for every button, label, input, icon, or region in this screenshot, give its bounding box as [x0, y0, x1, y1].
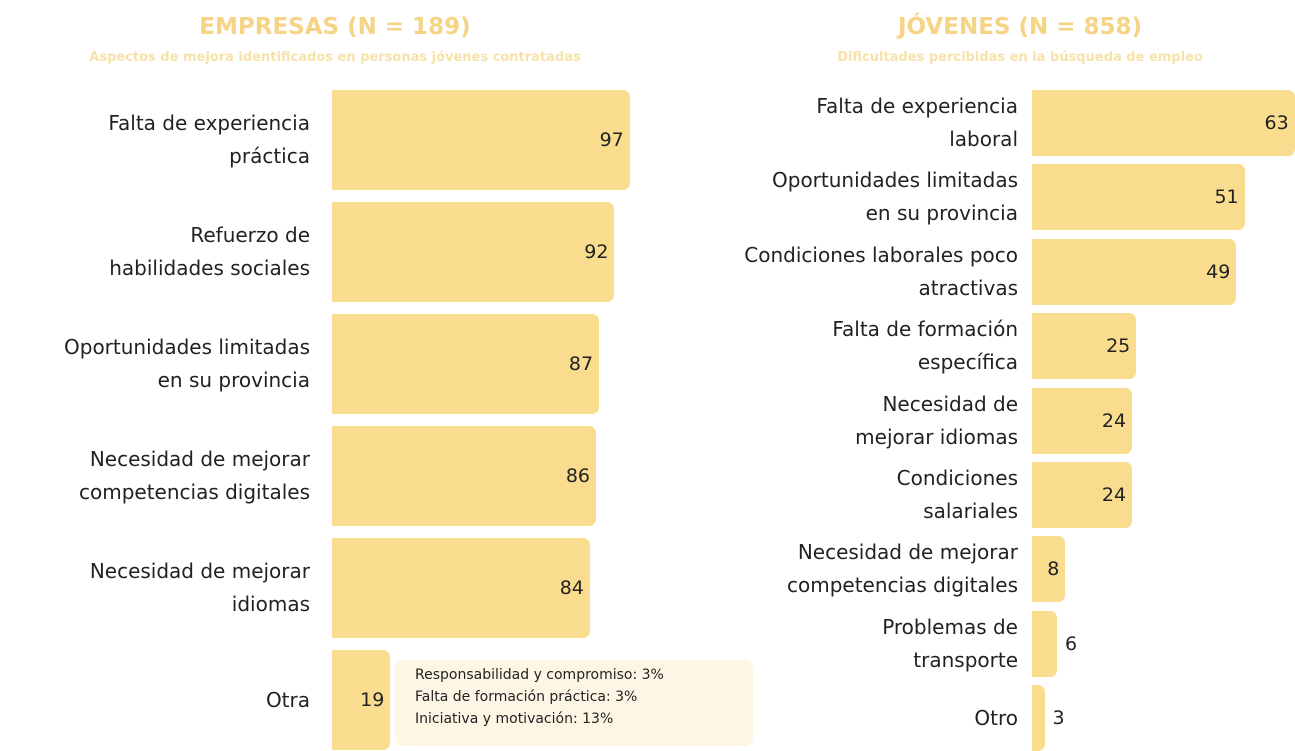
value-label: 25	[1106, 335, 1131, 358]
value-label: 19	[360, 689, 385, 711]
value-label: 86	[565, 465, 591, 487]
bar	[1032, 164, 1245, 231]
category-label: Falta de formación específica	[832, 317, 1018, 375]
category-label: Refuerzo de habilidades sociales	[109, 223, 310, 280]
category-label: Necesidad de mejorar competencias digita…	[786, 540, 1018, 598]
annotation: Falta de formación práctica: 3%	[415, 689, 638, 705]
value-label: 49	[1206, 260, 1231, 283]
value-label: 97	[599, 129, 624, 151]
category-label: Problemas de transporte	[882, 614, 1018, 672]
value-label: 3	[1052, 707, 1065, 730]
annotation: Iniciativa y motivación: 13%	[415, 711, 614, 727]
category-label: Oportunidades limitadas en su provincia	[772, 168, 1018, 226]
bar	[332, 650, 391, 750]
category-label: Necesidad de mejorar competencias digita…	[78, 447, 310, 504]
value-label: 24	[1101, 409, 1127, 432]
value-label: 8	[1047, 558, 1060, 581]
chart-subtitle: Aspectos de mejora identificados en pers…	[89, 50, 581, 65]
value-label: 92	[584, 241, 609, 263]
bar	[332, 90, 630, 190]
category-label: Necesidad de mejorar idiomas	[89, 559, 310, 616]
category-label: Oportunidades limitadas en su provincia	[64, 335, 310, 392]
value-label: 87	[568, 353, 594, 375]
chart-title: JÓVENES (N = 858)	[897, 14, 1143, 40]
bar	[1032, 462, 1133, 528]
bar	[1032, 238, 1237, 305]
bar	[1032, 610, 1058, 677]
bar	[1032, 313, 1137, 380]
chart-title: EMPRESAS (N = 189)	[199, 14, 471, 40]
annotation-box: Responsabilidad y compromiso: 3% Falta de…	[395, 660, 753, 746]
category-label: Falta de experiencia práctica	[108, 111, 310, 168]
category-label: Necesidad de mejorar idiomas	[855, 391, 1018, 449]
category-label: Falta de experiencia laboral	[816, 94, 1018, 151]
category-label: Condiciones salariales	[896, 466, 1018, 523]
value-label: 24	[1101, 484, 1127, 506]
bar	[1032, 90, 1295, 156]
bar	[1032, 536, 1066, 603]
bar	[1032, 685, 1045, 751]
chart-subtitle: Dificultades percibidas en la búsqueda d…	[837, 50, 1203, 65]
bar	[332, 314, 600, 414]
bar	[1032, 387, 1133, 454]
value-label: 51	[1214, 186, 1239, 209]
bar	[332, 426, 597, 526]
annotation: Responsabilidad y compromiso: 3%	[415, 667, 664, 683]
category-label: Otro	[974, 705, 1018, 730]
value-label: 6	[1065, 632, 1078, 655]
bar	[332, 202, 615, 302]
value-label: 63	[1264, 112, 1289, 134]
value-label: 84	[559, 577, 584, 599]
category-label: Otra	[265, 687, 310, 712]
bar	[332, 538, 590, 638]
category-label: Condiciones laborales poco atractivas	[744, 242, 1018, 300]
